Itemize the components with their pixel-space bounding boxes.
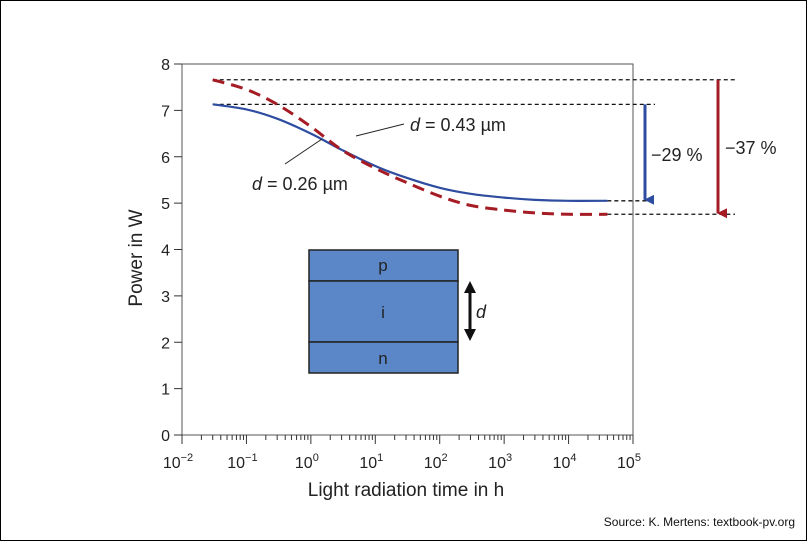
x-tick-label: 10−2	[163, 452, 193, 472]
x-tick-label: 100	[295, 452, 319, 472]
source-credit: Source: K. Mertens: textbook-pv.org	[603, 515, 795, 529]
x-tick-label: 104	[553, 452, 577, 472]
y-tick-label: 4	[161, 243, 170, 260]
layer-p-label: p	[378, 256, 387, 275]
series-layer	[212, 78, 608, 216]
layer-n-label: n	[378, 349, 387, 368]
x-tick-label: 101	[359, 452, 383, 472]
layer-p	[308, 249, 459, 282]
series-leader-0-43	[355, 123, 405, 137]
y-tick-label: 0	[161, 428, 170, 445]
y-tick-label: 8	[161, 57, 170, 74]
pin-layer-inset: p i n d	[308, 249, 487, 374]
x-tick-label: 105	[617, 452, 641, 472]
layer-n	[308, 341, 459, 374]
series-leader-0-26	[284, 138, 323, 165]
x-axis-ticks: 10−2 10−1 100 101 102 103 104 105	[163, 435, 641, 472]
x-axis-title: Light radiation time in h	[308, 480, 504, 501]
series-label-0-26: d = 0.26 µm	[252, 174, 348, 194]
layer-i-label: i	[381, 303, 385, 322]
thickness-arrow-down-icon	[464, 329, 476, 341]
y-tick-label: 7	[161, 103, 170, 120]
y-axis-title: Power in W	[126, 209, 147, 306]
layer-i	[308, 280, 459, 343]
y-tick-label: 5	[161, 196, 170, 213]
x-tick-label: 10−1	[227, 452, 257, 472]
y-tick-label: 1	[161, 382, 170, 399]
series-label-0-43: d = 0.43 µm	[410, 115, 506, 135]
series-line-1	[212, 78, 608, 216]
drop-label-0: −29 %	[651, 145, 703, 165]
y-axis-ticks: 0 1 2 3 4 5 6 7 8	[161, 57, 182, 445]
thickness-label: d	[476, 302, 487, 322]
y-tick-label: 6	[161, 150, 170, 167]
y-tick-label: 3	[161, 289, 170, 306]
drop-label-1: −37 %	[725, 138, 777, 158]
x-tick-label: 102	[424, 452, 448, 472]
y-tick-label: 2	[161, 335, 170, 352]
series-line-0	[212, 103, 608, 202]
x-tick-label: 103	[488, 452, 512, 472]
reference-lines	[212, 79, 735, 215]
drop-annotations: −29 % −37 %	[643, 79, 777, 219]
thickness-arrow-up-icon	[464, 281, 476, 293]
